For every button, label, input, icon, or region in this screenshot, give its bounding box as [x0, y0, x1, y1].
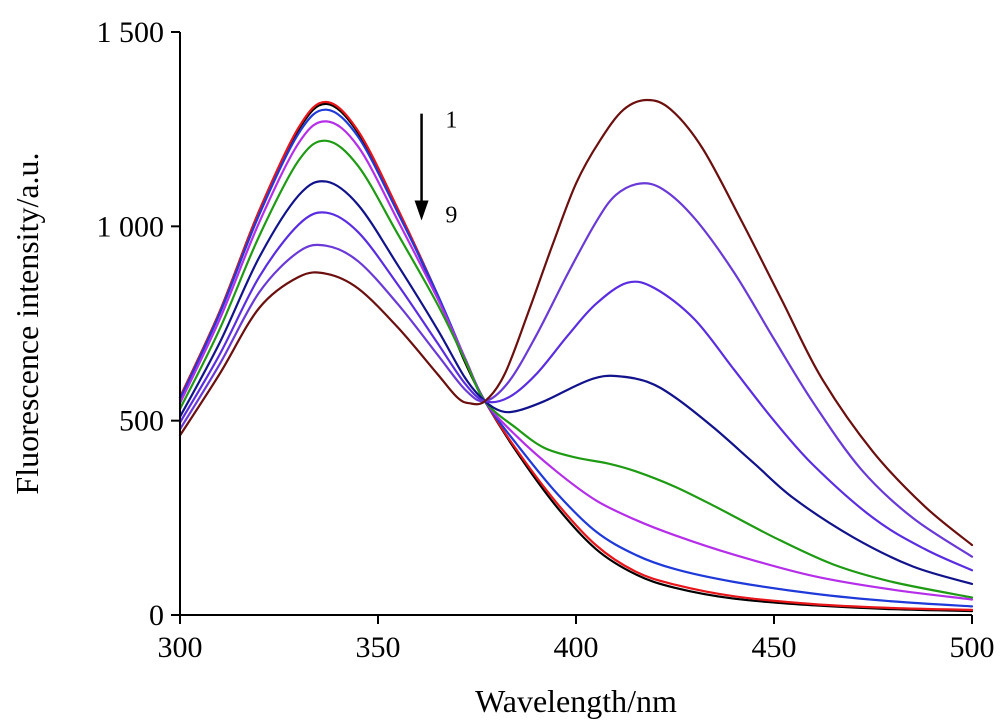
x-tick-label: 400	[554, 631, 599, 664]
x-tick-label: 500	[950, 631, 995, 664]
series-line-9	[178, 98, 974, 547]
series-line-6	[178, 180, 974, 585]
x-tick-label: 300	[158, 631, 203, 664]
y-axis-title: Fluorescence intensity/a.u.	[9, 152, 45, 494]
series-line-8	[178, 182, 974, 558]
y-tick-label: 0	[149, 599, 164, 632]
series-line-7	[178, 211, 974, 572]
x-axis-title: Wavelength/nm	[475, 683, 677, 719]
y-tick-label: 1 500	[97, 16, 165, 49]
x-tick-label: 450	[752, 631, 797, 664]
trend-label-start: 1	[445, 108, 457, 134]
trend-annotation: 1 9	[414, 108, 457, 229]
axes: 300 350 400 450 500 0 500 1 000 1 500	[97, 16, 995, 664]
y-tick-label: 1 000	[97, 210, 165, 243]
series-line-1	[178, 102, 974, 613]
trend-arrow-head	[414, 200, 429, 221]
y-tick-label: 500	[119, 405, 164, 438]
series-line-5	[178, 139, 974, 599]
x-tick-label: 350	[356, 631, 401, 664]
plot-area	[178, 98, 974, 613]
series-line-2	[178, 100, 974, 611]
trend-label-end: 9	[445, 203, 457, 229]
